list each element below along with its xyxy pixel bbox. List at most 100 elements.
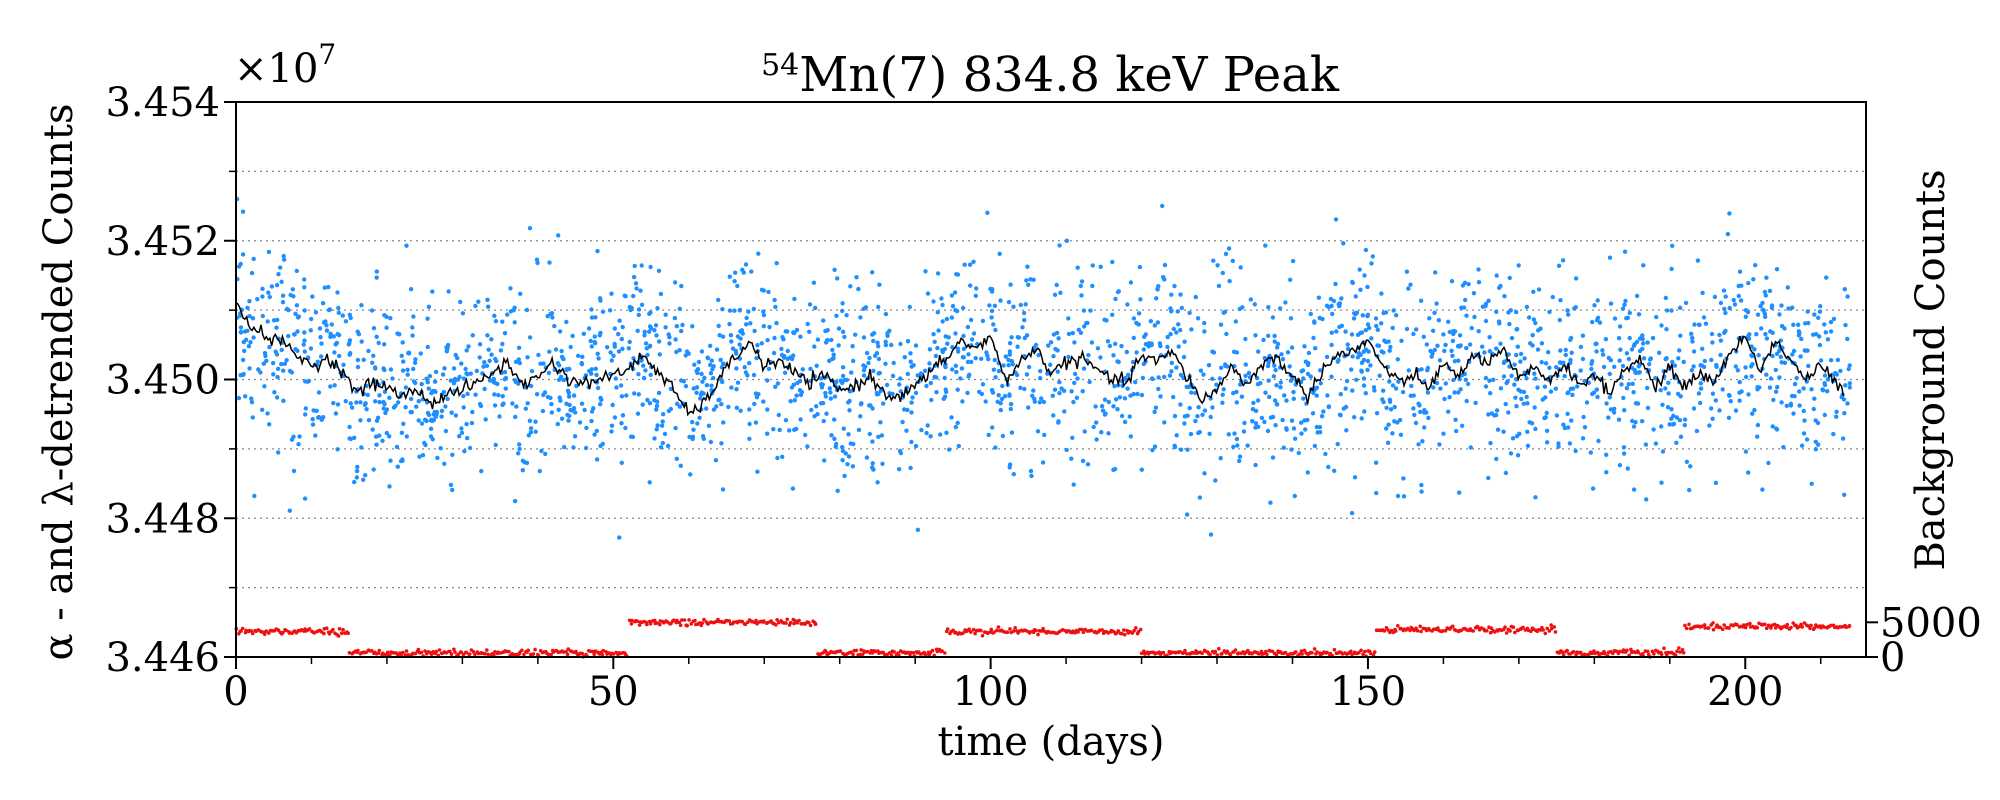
measurement-point	[399, 353, 404, 358]
background-point	[522, 652, 526, 657]
measurement-point	[1710, 340, 1715, 345]
background-point	[483, 651, 487, 656]
measurement-point	[281, 398, 286, 403]
measurement-point	[642, 333, 647, 338]
measurement-point	[1618, 347, 1623, 352]
measurement-point	[1524, 304, 1530, 310]
measurement-point	[260, 313, 265, 319]
measurement-point	[1305, 371, 1311, 377]
measurement-point	[1066, 316, 1071, 321]
measurement-point	[1283, 300, 1288, 305]
measurement-point	[647, 401, 653, 406]
measurement-point	[1293, 436, 1298, 441]
measurement-point	[743, 370, 749, 375]
measurement-point	[773, 384, 778, 389]
measurement-point	[787, 428, 792, 433]
measurement-point	[313, 310, 319, 315]
measurement-point	[493, 319, 499, 324]
measurement-point	[987, 303, 992, 308]
measurement-point	[634, 286, 639, 291]
measurement-point	[1612, 364, 1617, 369]
measurement-point	[451, 366, 457, 371]
background-point	[369, 649, 374, 653]
measurement-point	[1029, 473, 1034, 479]
measurement-point	[1314, 424, 1320, 430]
measurement-point	[1494, 456, 1499, 462]
measurement-point	[524, 307, 530, 313]
measurement-point	[1547, 365, 1552, 370]
measurement-point	[819, 385, 825, 390]
measurement-point	[1569, 350, 1574, 355]
measurement-point	[1226, 246, 1232, 251]
measurement-point	[1291, 426, 1297, 431]
measurement-point	[1223, 362, 1228, 367]
measurement-point	[1078, 283, 1084, 289]
background-point	[988, 630, 992, 634]
measurement-point	[501, 401, 506, 406]
measurement-point	[1838, 368, 1843, 374]
measurement-point	[1169, 292, 1174, 297]
measurement-point	[858, 402, 864, 407]
measurement-point	[1643, 442, 1649, 447]
background-point	[336, 634, 341, 638]
measurement-point	[1781, 445, 1786, 450]
measurement-point	[1365, 312, 1371, 317]
background-point	[1274, 652, 1279, 657]
measurement-point	[1770, 330, 1775, 335]
measurement-point	[612, 326, 617, 331]
measurement-point	[502, 377, 507, 382]
measurement-point	[775, 381, 781, 386]
measurement-point	[457, 434, 462, 439]
measurement-point	[890, 391, 895, 397]
background-point	[526, 648, 531, 653]
measurement-point	[704, 383, 710, 388]
measurement-point	[829, 337, 834, 343]
measurement-point	[1506, 310, 1511, 315]
measurement-point	[1771, 397, 1776, 403]
measurement-point	[1842, 287, 1848, 292]
measurement-point	[939, 296, 944, 301]
measurement-point	[1847, 381, 1853, 386]
measurement-point	[279, 361, 284, 367]
measurement-point	[595, 248, 600, 254]
measurement-point	[1422, 408, 1427, 413]
measurement-point	[958, 376, 963, 381]
measurement-point	[1365, 322, 1371, 327]
measurement-point	[489, 337, 494, 342]
measurement-point	[708, 439, 714, 445]
measurement-point	[366, 418, 372, 423]
measurement-point	[1026, 282, 1031, 287]
measurement-point	[1195, 414, 1200, 419]
measurement-point	[269, 284, 275, 289]
measurement-point	[1533, 376, 1538, 381]
measurement-point	[1539, 341, 1545, 346]
measurement-point	[1099, 404, 1105, 409]
measurement-point	[1178, 402, 1183, 407]
measurement-point	[848, 441, 853, 446]
measurement-point	[594, 457, 600, 462]
background-point	[1545, 626, 1549, 631]
measurement-point	[405, 372, 410, 377]
measurement-point	[487, 378, 493, 383]
measurement-point	[635, 328, 640, 333]
background-point	[364, 650, 369, 654]
measurement-point	[281, 253, 286, 259]
measurement-point	[1494, 309, 1499, 314]
measurement-point	[323, 319, 328, 324]
measurement-point	[384, 325, 389, 330]
background-point	[774, 623, 778, 627]
measurement-point	[665, 443, 671, 449]
measurement-point	[831, 352, 836, 357]
background-point	[967, 627, 971, 631]
background-point	[1673, 653, 1678, 657]
measurement-point	[1387, 348, 1392, 353]
measurement-point	[1100, 408, 1106, 413]
measurement-point	[1822, 322, 1827, 327]
measurement-point	[1171, 326, 1177, 332]
measurement-point	[382, 401, 387, 407]
measurement-point	[1562, 425, 1568, 431]
background-point	[1659, 652, 1664, 657]
background-point	[743, 622, 748, 627]
measurement-point	[1464, 398, 1469, 404]
measurement-point	[1522, 356, 1527, 361]
